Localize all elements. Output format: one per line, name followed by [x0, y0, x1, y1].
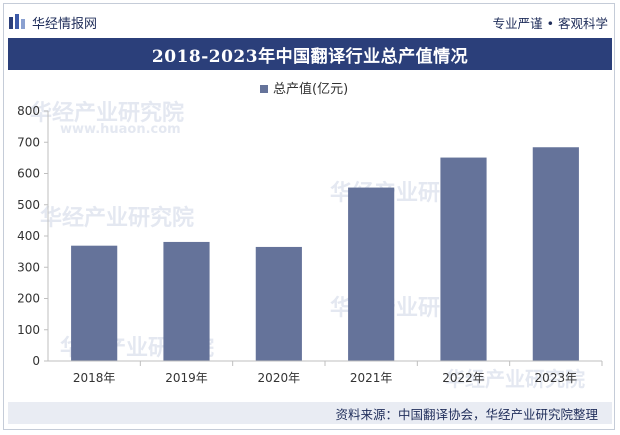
bar — [163, 241, 210, 361]
x-tick-label: 2023年 — [535, 371, 578, 385]
y-axis: 0 100 200 300 400 500 600 700 800 — [17, 104, 49, 368]
y-tick-label: 0 — [32, 354, 40, 368]
bar — [532, 147, 579, 361]
y-tick-label: 800 — [17, 104, 40, 118]
y-tick-label: 400 — [17, 229, 40, 243]
bar — [440, 157, 487, 361]
x-tick-label: 2019年 — [165, 371, 208, 385]
legend-label: 总产值(亿元) — [273, 81, 348, 97]
brand-logo-icon — [9, 14, 25, 29]
bar — [255, 246, 302, 361]
chart-title: 2018-2023年中国翻译行业总产值情况 — [8, 38, 612, 70]
legend: 总产值(亿元) — [260, 81, 348, 97]
x-tick-label: 2022年 — [442, 371, 485, 385]
y-tick-label: 700 — [17, 135, 40, 149]
brand: 华经情报网 — [8, 13, 97, 32]
x-tick-label: 2018年 — [73, 371, 116, 385]
y-tick-label: 100 — [17, 323, 40, 337]
y-tick-label: 500 — [17, 198, 40, 212]
legend-swatch — [260, 85, 268, 93]
bar — [348, 187, 395, 361]
slogan: 专业严谨 • 客观科学 — [492, 15, 608, 31]
y-tick-label: 600 — [17, 167, 40, 181]
brand-name: 华经情报网 — [32, 16, 98, 32]
x-tick-label: 2020年 — [258, 371, 301, 385]
x-axis: 2018年 2019年 2020年 2021年 2022年 2023年 — [48, 360, 603, 385]
bar — [71, 245, 118, 361]
bars — [71, 147, 579, 361]
y-tick-label: 200 — [17, 292, 40, 306]
source-note: 资料来源：中国翻译协会，华经产业研究院整理 — [8, 402, 612, 424]
y-tick-label: 300 — [17, 260, 40, 274]
header-bar: 华经情报网 专业严谨 • 客观科学 — [8, 8, 612, 36]
x-tick-label: 2021年 — [350, 371, 393, 385]
